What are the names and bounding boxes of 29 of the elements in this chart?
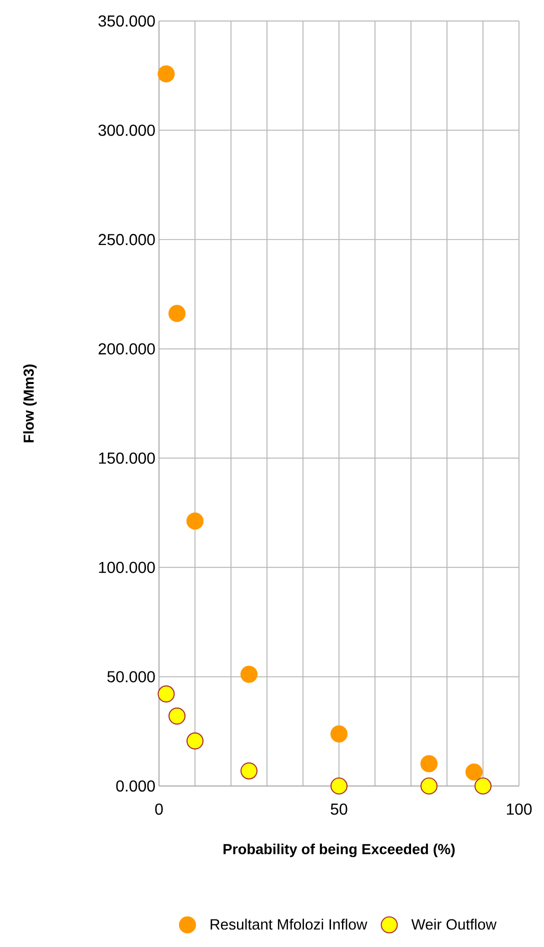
y-tick-label: 250.000 — [98, 234, 155, 246]
y-tick-label: 300.000 — [98, 124, 155, 136]
point — [474, 777, 492, 795]
point — [168, 304, 186, 322]
y-tick-label: 50.000 — [107, 671, 155, 682]
point — [330, 777, 348, 795]
y-tick-label: 150.000 — [99, 452, 155, 464]
y-tick-label: 200.000 — [98, 343, 155, 354]
y-tick-label: 100.000 — [99, 562, 155, 574]
x-tick-label: 0 — [155, 804, 163, 815]
point — [420, 755, 438, 772]
point — [420, 777, 438, 795]
x-tick-label: 100 — [506, 804, 532, 815]
point — [168, 708, 186, 725]
point — [186, 732, 204, 750]
y-tick-label: 0.000 — [116, 780, 155, 792]
legend-label: Resultant Mfolozi Inflow — [210, 918, 368, 930]
point — [158, 685, 175, 703]
point — [465, 763, 483, 781]
x-tick-label: 50 — [330, 804, 348, 815]
point — [186, 512, 204, 530]
point — [330, 725, 348, 743]
legend-label: Weir Outflow — [411, 918, 497, 930]
point — [158, 65, 175, 82]
y-tick-label: 350.000 — [98, 15, 155, 27]
point — [240, 666, 258, 683]
y-axis-title: Flow (Mm3) — [23, 364, 37, 442]
x-axis-title: Probability of being Exceeded (%) — [224, 844, 455, 858]
point — [240, 762, 258, 780]
